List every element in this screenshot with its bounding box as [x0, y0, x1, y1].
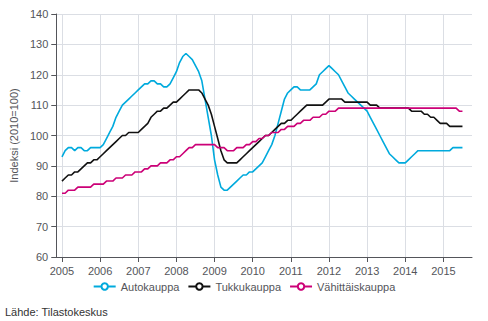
svg-text:120: 120	[30, 69, 48, 81]
svg-text:140: 140	[30, 8, 48, 20]
svg-text:90: 90	[36, 160, 48, 172]
svg-text:Tukkukauppa: Tukkukauppa	[215, 281, 282, 293]
svg-text:2015: 2015	[431, 265, 455, 277]
svg-text:130: 130	[30, 38, 48, 50]
svg-text:Autokauppa: Autokauppa	[121, 281, 181, 293]
svg-text:2011: 2011	[279, 265, 303, 277]
svg-text:Vähittäiskauppa: Vähittäiskauppa	[317, 281, 396, 293]
svg-text:60: 60	[36, 251, 48, 263]
svg-text:100: 100	[30, 130, 48, 142]
svg-text:2006: 2006	[88, 265, 112, 277]
svg-text:2007: 2007	[126, 265, 150, 277]
svg-text:2010: 2010	[240, 265, 264, 277]
svg-text:2012: 2012	[317, 265, 341, 277]
svg-text:80: 80	[36, 190, 48, 202]
svg-text:70: 70	[36, 221, 48, 233]
svg-text:2014: 2014	[393, 265, 417, 277]
svg-text:110: 110	[31, 99, 49, 111]
svg-text:2009: 2009	[202, 265, 226, 277]
svg-text:2013: 2013	[355, 265, 379, 277]
svg-text:2005: 2005	[50, 265, 74, 277]
svg-text:2008: 2008	[164, 265, 188, 277]
svg-text:Indeksi (2010=100): Indeksi (2010=100)	[8, 88, 20, 182]
svg-text:Lähde: Tilastokeskus: Lähde: Tilastokeskus	[5, 306, 108, 318]
